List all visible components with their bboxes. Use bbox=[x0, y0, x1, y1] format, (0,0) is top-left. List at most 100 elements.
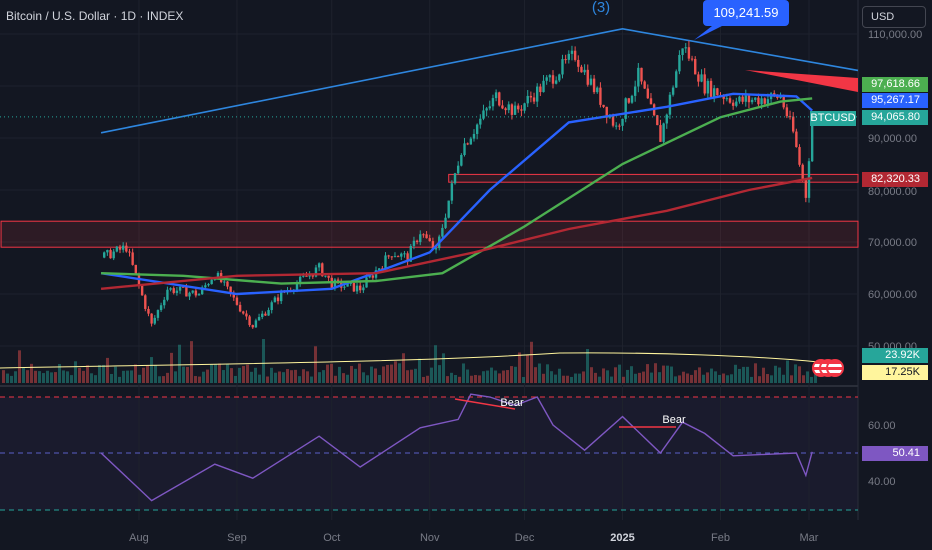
volume-bar bbox=[110, 373, 113, 383]
candle-body bbox=[697, 74, 700, 82]
candle-body bbox=[810, 117, 814, 162]
candle-body bbox=[766, 99, 770, 104]
candle-body bbox=[444, 217, 447, 228]
volume-bar bbox=[750, 376, 753, 383]
candle-body bbox=[191, 290, 194, 293]
candle-body bbox=[798, 147, 801, 165]
volume-bar bbox=[230, 368, 233, 383]
volume-bar bbox=[418, 358, 421, 383]
candle-body bbox=[466, 143, 469, 145]
candle-body bbox=[694, 59, 697, 75]
candle-body bbox=[586, 69, 589, 85]
candle-body bbox=[368, 275, 371, 278]
candle-body bbox=[264, 313, 267, 316]
volume-bar bbox=[610, 376, 613, 383]
volume-value: 23.92K bbox=[862, 348, 928, 363]
candle-body bbox=[504, 108, 507, 111]
candle-body bbox=[687, 47, 691, 59]
volume-bar bbox=[454, 374, 457, 383]
candle-body bbox=[735, 101, 738, 106]
volume-bar bbox=[646, 364, 649, 383]
volume-bar bbox=[334, 375, 337, 383]
volume-bar bbox=[222, 370, 225, 383]
volume-bar bbox=[674, 376, 677, 383]
volume-bar bbox=[326, 364, 329, 383]
volume-bar bbox=[374, 368, 377, 383]
volume-bar bbox=[422, 376, 425, 383]
volume-bar bbox=[398, 363, 401, 383]
candle-body bbox=[551, 75, 555, 84]
volume-bar bbox=[558, 368, 561, 383]
volume-bar bbox=[146, 365, 149, 383]
ma-green-value: 97,618.66 bbox=[862, 77, 928, 92]
candle-body bbox=[270, 302, 273, 311]
projection-arrow bbox=[745, 70, 858, 92]
volume-bar bbox=[206, 369, 209, 383]
volume-bar bbox=[774, 365, 777, 383]
volume-bar bbox=[122, 370, 125, 383]
volume-bar bbox=[286, 369, 289, 383]
candle-body bbox=[115, 246, 119, 252]
candle-body bbox=[403, 253, 406, 255]
volume-bar bbox=[362, 372, 365, 383]
candle-body bbox=[627, 98, 631, 103]
candle-body bbox=[709, 80, 713, 97]
candle-body bbox=[665, 114, 668, 124]
volume-bar bbox=[686, 373, 689, 383]
volume-bar bbox=[54, 372, 57, 383]
time-axis-label: Sep bbox=[227, 532, 247, 544]
currency-selector[interactable]: USD bbox=[862, 6, 926, 28]
last-price: 94,065.80 bbox=[862, 110, 928, 125]
volume-bar bbox=[338, 366, 341, 383]
volume-bar bbox=[778, 367, 781, 383]
candle-body bbox=[460, 154, 463, 166]
volume-bar bbox=[414, 368, 417, 383]
candle-body bbox=[520, 109, 523, 111]
us-flag-icon[interactable] bbox=[826, 359, 844, 377]
candle-body bbox=[134, 264, 138, 274]
candle-body bbox=[251, 325, 254, 328]
candle-body bbox=[355, 285, 359, 292]
volume-bar bbox=[478, 375, 481, 383]
volume-bar bbox=[498, 373, 501, 383]
volume-bar bbox=[114, 366, 117, 383]
candle-body bbox=[349, 282, 352, 284]
candle-body bbox=[144, 295, 147, 309]
volume-bar bbox=[722, 373, 725, 383]
candle-body bbox=[757, 97, 760, 105]
candle-body bbox=[185, 286, 188, 297]
volume-bar bbox=[134, 364, 137, 383]
rsi-axis-label: 40.00 bbox=[868, 476, 896, 488]
volume-bar bbox=[506, 370, 509, 383]
time-axis-label: Dec bbox=[515, 532, 535, 544]
candle-body bbox=[393, 256, 397, 258]
candle-body bbox=[482, 110, 485, 119]
candle-body bbox=[248, 316, 251, 326]
volume-bar bbox=[534, 367, 537, 383]
candle-body bbox=[412, 240, 416, 246]
volume-bar bbox=[318, 372, 321, 383]
volume-bar bbox=[266, 376, 269, 383]
candle-body bbox=[103, 252, 106, 258]
volume-bar bbox=[626, 369, 629, 383]
candle-body bbox=[649, 98, 653, 105]
candle-body bbox=[336, 279, 340, 281]
candle-body bbox=[785, 107, 789, 117]
ma-blue-value: 95,267.17 bbox=[862, 93, 928, 108]
volume-bar bbox=[350, 365, 353, 383]
candle-body bbox=[321, 263, 324, 277]
price-axis-label: 90,000.00 bbox=[868, 133, 917, 145]
volume-bar bbox=[226, 364, 229, 383]
candle-body bbox=[573, 50, 577, 60]
volume-bar bbox=[290, 370, 293, 383]
price-axis-label: 70,000.00 bbox=[868, 237, 917, 249]
volume-bar bbox=[450, 372, 453, 383]
volume-bar bbox=[754, 363, 757, 383]
volume-bar bbox=[302, 369, 305, 383]
volume-bar bbox=[98, 364, 101, 383]
candle-body bbox=[121, 245, 125, 250]
volume-bar bbox=[706, 372, 709, 383]
volume-bar bbox=[118, 376, 121, 383]
volume-bar bbox=[766, 374, 769, 383]
